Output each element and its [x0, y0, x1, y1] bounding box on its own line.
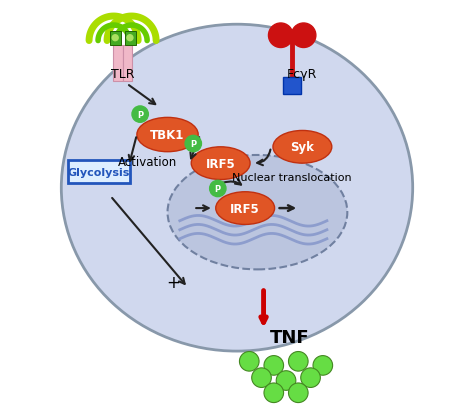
FancyBboxPatch shape [125, 31, 136, 45]
Circle shape [210, 181, 226, 197]
Ellipse shape [191, 147, 250, 180]
Text: P: P [137, 110, 143, 119]
Circle shape [264, 356, 283, 375]
Text: TBK1: TBK1 [150, 129, 185, 142]
Ellipse shape [216, 192, 274, 225]
Text: Glycolysis: Glycolysis [68, 167, 130, 177]
Text: TLR: TLR [111, 67, 134, 81]
Circle shape [276, 371, 296, 390]
Text: +: + [167, 273, 181, 291]
Text: TNF: TNF [270, 328, 310, 346]
Circle shape [239, 352, 259, 371]
FancyBboxPatch shape [113, 45, 123, 82]
Text: P: P [190, 140, 196, 148]
Text: Activation: Activation [118, 155, 177, 168]
Text: Syk: Syk [291, 141, 314, 154]
Ellipse shape [137, 118, 198, 152]
Text: IRF5: IRF5 [230, 202, 260, 215]
Ellipse shape [111, 35, 119, 42]
Circle shape [132, 107, 148, 123]
Circle shape [301, 368, 320, 387]
FancyBboxPatch shape [283, 78, 301, 94]
Circle shape [264, 383, 283, 402]
Circle shape [292, 24, 316, 48]
Text: IRF5: IRF5 [206, 157, 236, 170]
Ellipse shape [167, 155, 347, 270]
Circle shape [252, 368, 271, 387]
FancyBboxPatch shape [123, 45, 132, 82]
Circle shape [313, 356, 333, 375]
Circle shape [185, 136, 201, 152]
Circle shape [289, 383, 308, 402]
Circle shape [289, 352, 308, 371]
Ellipse shape [61, 25, 413, 351]
Text: P: P [215, 184, 221, 193]
Ellipse shape [126, 35, 134, 42]
Circle shape [268, 24, 293, 48]
Text: Nuclear translocation: Nuclear translocation [232, 173, 352, 183]
Ellipse shape [273, 131, 332, 164]
FancyBboxPatch shape [68, 161, 130, 184]
Text: FcγR: FcγR [287, 67, 318, 81]
FancyBboxPatch shape [110, 31, 121, 45]
